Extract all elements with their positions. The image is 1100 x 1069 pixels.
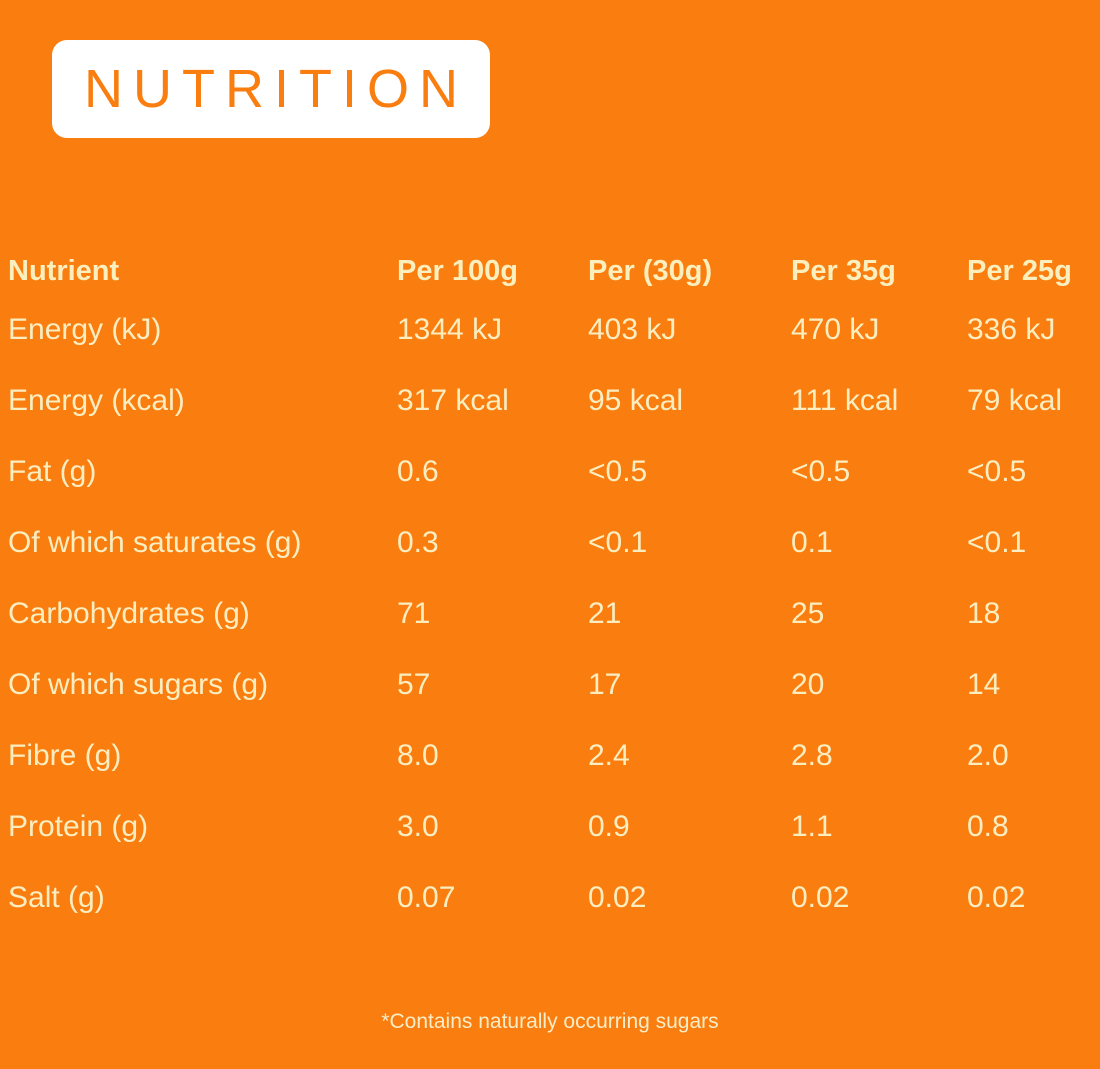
nutrient-value: 0.02 <box>791 880 850 914</box>
nutrient-label: Salt (g) <box>8 880 105 914</box>
nutrient-value: 0.07 <box>397 880 456 914</box>
column-header-per-100g: Per 100g <box>397 254 518 287</box>
nutrient-value: 57 <box>397 667 431 701</box>
table-row: Protein (g) 3.0 0.9 1.1 0.8 <box>0 791 1100 862</box>
nutrient-value: 21 <box>588 596 622 630</box>
column-header-per-35g: Per 35g <box>791 254 896 287</box>
nutrient-value: 111 kcal <box>791 383 899 417</box>
nutrient-value: 470 kJ <box>791 312 880 346</box>
nutrient-value: <0.5 <box>967 454 1027 488</box>
nutrient-value: 17 <box>588 667 622 701</box>
nutrient-value: 0.02 <box>588 880 647 914</box>
nutrient-value: 25 <box>791 596 825 630</box>
table-row: Of which sugars (g) 57 17 20 14 <box>0 649 1100 720</box>
table-row: Energy (kcal) 317 kcal 95 kcal 111 kcal 79 k… <box>0 365 1100 436</box>
nutrient-value: 0.9 <box>588 809 630 843</box>
nutrient-value: 0.3 <box>397 525 439 559</box>
nutrient-label: Fibre (g) <box>8 738 122 772</box>
footnote: *Contains naturally occurring sugars <box>381 1010 719 1033</box>
nutrient-value: 71 <box>397 596 431 630</box>
column-header-per-30g: Per (30g) <box>588 254 713 287</box>
nutrient-value: <0.5 <box>588 454 648 488</box>
nutrient-value: 95 kcal <box>588 383 684 417</box>
nutrient-value: 1344 kJ <box>397 312 503 346</box>
nutrient-label: Energy (kJ) <box>8 312 162 346</box>
nutrient-value: 0.02 <box>967 880 1026 914</box>
nutrition-title-badge: NUTRITION <box>52 40 490 138</box>
nutrient-label: Energy (kcal) <box>8 383 185 417</box>
nutrient-value: 20 <box>791 667 825 701</box>
nutrient-label: Protein (g) <box>8 809 149 843</box>
nutrient-label: Of which saturates (g) <box>8 525 302 559</box>
table-row: Fat (g) 0.6 <0.5 <0.5 <0.5 <box>0 436 1100 507</box>
nutrient-value: 0.8 <box>967 809 1009 843</box>
nutrient-value: 1.1 <box>791 809 833 843</box>
nutrient-value: 2.4 <box>588 738 630 772</box>
nutrition-table: Nutrient Per 100g Per (30g) Per 35g Per … <box>0 248 1100 933</box>
nutrient-value: 14 <box>967 667 1001 701</box>
column-header-nutrient: Nutrient <box>8 254 120 287</box>
nutrient-value: 79 kcal <box>967 383 1063 417</box>
table-row: Fibre (g) 8.0 2.4 2.8 2.0 <box>0 720 1100 791</box>
nutrient-value: 317 kcal <box>397 383 509 417</box>
column-header-per-25g: Per 25g <box>967 254 1072 287</box>
nutrient-label: Fat (g) <box>8 454 97 488</box>
table-row: Energy (kJ) 1344 kJ 403 kJ 470 kJ 336 kJ <box>0 294 1100 365</box>
nutrient-value: 2.8 <box>791 738 833 772</box>
table-row: Carbohydrates (g) 71 21 25 18 <box>0 578 1100 649</box>
nutrient-value: <0.1 <box>588 525 648 559</box>
nutrient-value: 2.0 <box>967 738 1009 772</box>
nutrient-value: <0.1 <box>967 525 1027 559</box>
nutrient-value: 18 <box>967 596 1001 630</box>
table-row: Of which saturates (g) 0.3 <0.1 0.1 <0.1 <box>0 507 1100 578</box>
nutrient-value: 336 kJ <box>967 312 1056 346</box>
nutrient-label: Of which sugars (g) <box>8 667 269 701</box>
nutrient-value: 8.0 <box>397 738 439 772</box>
nutrient-value: 403 kJ <box>588 312 677 346</box>
nutrition-table-body: Energy (kJ) 1344 kJ 403 kJ 470 kJ 336 kJ Ener… <box>0 294 1100 933</box>
nutrient-value: 0.1 <box>791 525 833 559</box>
nutrient-value: 0.6 <box>397 454 439 488</box>
page-title: NUTRITION <box>84 59 468 119</box>
nutrient-value: 3.0 <box>397 809 439 843</box>
nutrient-value: <0.5 <box>791 454 851 488</box>
table-row: Salt (g) 0.07 0.02 0.02 0.02 <box>0 862 1100 933</box>
table-header-row: Nutrient Per 100g Per (30g) Per 35g Per … <box>0 248 1100 294</box>
nutrient-label: Carbohydrates (g) <box>8 596 250 630</box>
